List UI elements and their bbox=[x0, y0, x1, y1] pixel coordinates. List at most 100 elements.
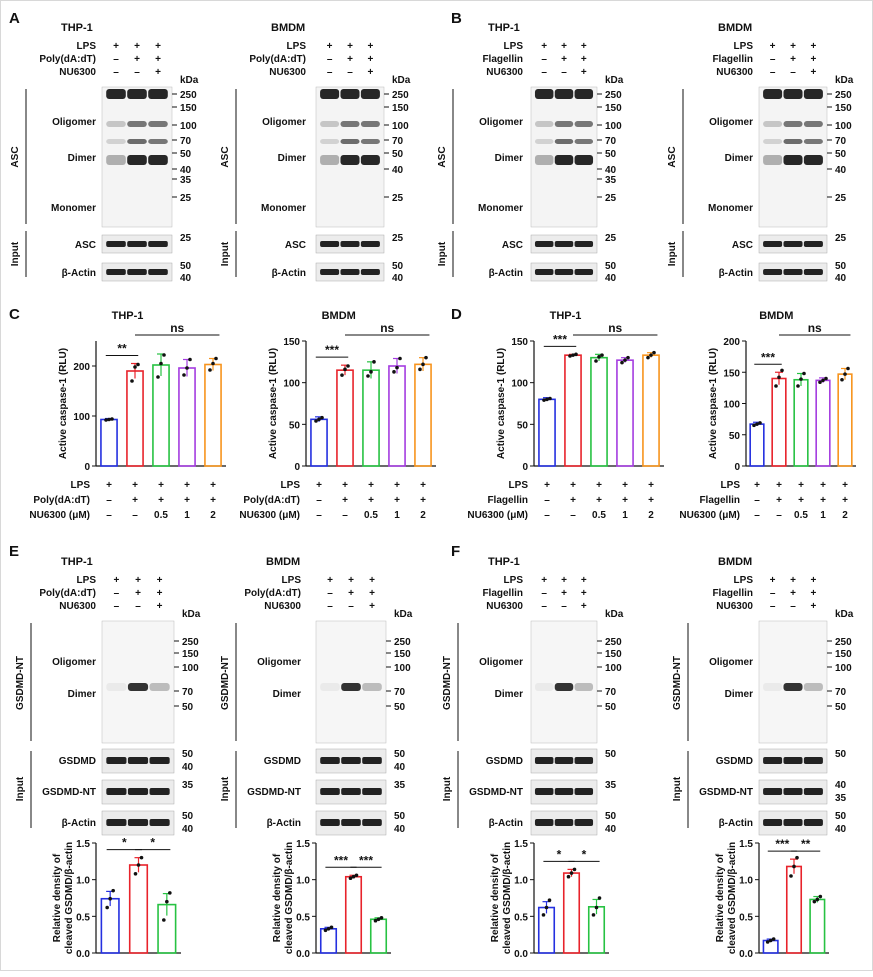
band bbox=[127, 155, 147, 165]
kda-label: kDa bbox=[180, 75, 199, 86]
data-point bbox=[771, 937, 776, 941]
treatment-mark: + bbox=[135, 575, 141, 586]
species-label: Oligomer bbox=[52, 657, 96, 668]
kda-label: kDa bbox=[835, 609, 854, 620]
species-label: Monomer bbox=[51, 203, 96, 214]
treatment-mark: + bbox=[581, 54, 587, 65]
treatment-label: NU6300 (μM) bbox=[239, 510, 300, 521]
data-point bbox=[545, 397, 549, 402]
y-axis-label: Relative density of bbox=[490, 853, 501, 942]
data-point bbox=[568, 354, 572, 358]
band bbox=[362, 757, 382, 764]
y-tick-label: 1.0 bbox=[76, 876, 90, 887]
treatment-mark: + bbox=[570, 495, 576, 506]
data-point bbox=[755, 422, 759, 426]
band bbox=[783, 121, 803, 127]
band bbox=[360, 139, 380, 144]
treatment-mark: + bbox=[157, 575, 163, 586]
kda-tick-label: 50 bbox=[605, 811, 617, 822]
treatment-mark: + bbox=[342, 495, 348, 506]
blot-title: BMDM bbox=[718, 556, 752, 568]
y-axis-label: Active caspase-1 (RLU) bbox=[708, 348, 719, 459]
band bbox=[340, 155, 360, 165]
kda-tick-label: 35 bbox=[182, 780, 194, 791]
kda-tick-label: 40 bbox=[605, 165, 617, 176]
treatment-mark: 2 bbox=[210, 510, 216, 521]
band bbox=[803, 139, 823, 144]
species-label: Dimer bbox=[273, 689, 301, 700]
panel-letter-A: A bbox=[9, 10, 20, 27]
kda-tick-label: 50 bbox=[835, 749, 847, 760]
data-point bbox=[777, 375, 781, 380]
band bbox=[574, 139, 594, 144]
kda-tick-label: 70 bbox=[180, 136, 192, 147]
treatment-mark: + bbox=[596, 495, 602, 506]
band bbox=[148, 139, 168, 144]
band bbox=[763, 241, 783, 247]
kda-tick-label: 35 bbox=[605, 175, 617, 186]
y-tick-label: 1.5 bbox=[76, 839, 90, 850]
treatment-label: Flagellin bbox=[482, 588, 523, 599]
data-point bbox=[369, 370, 373, 374]
input-label: Input bbox=[220, 241, 231, 266]
data-point bbox=[162, 353, 166, 357]
data-point bbox=[348, 876, 353, 880]
bar bbox=[310, 418, 328, 467]
band bbox=[341, 819, 361, 826]
treatment-mark: – bbox=[347, 67, 353, 78]
band bbox=[763, 788, 783, 795]
sig-label: * bbox=[582, 847, 587, 861]
input-row-label: β-Actin bbox=[719, 268, 753, 279]
treatment-mark: + bbox=[327, 575, 333, 586]
blot-E-thp-1: THP-1 LPS + + + Poly(dA:dT) – + + NU6300 – – + kDa 250… bbox=[15, 556, 201, 836]
kda-tick-label: 100 bbox=[180, 121, 197, 132]
y-tick-label: 1.0 bbox=[739, 876, 753, 887]
bar bbox=[793, 378, 809, 467]
kda-tick-label: 50 bbox=[180, 261, 192, 272]
y-tick-label: 1.0 bbox=[296, 876, 310, 887]
band bbox=[341, 788, 361, 795]
species-label: Monomer bbox=[708, 203, 753, 214]
treatment-mark: 2 bbox=[842, 510, 848, 521]
blot-title: THP-1 bbox=[488, 556, 520, 568]
band bbox=[127, 121, 147, 127]
band bbox=[362, 683, 382, 691]
species-label: Dimer bbox=[725, 689, 753, 700]
kda-tick-label: 40 bbox=[392, 273, 404, 284]
data-point bbox=[104, 418, 108, 422]
treatment-mark: + bbox=[184, 480, 190, 491]
data-point bbox=[182, 373, 186, 377]
treatment-mark: – bbox=[327, 67, 333, 78]
treatment-mark: + bbox=[158, 480, 164, 491]
blot-F-bmdm: BMDM LPS + + + Flagellin – + + NU6300 – – + kDa 250150… bbox=[672, 556, 854, 836]
treatment-mark: – bbox=[561, 67, 567, 78]
kda-tick-label: 40 bbox=[835, 780, 847, 791]
data-point bbox=[329, 925, 334, 930]
y-tick-label: 0.5 bbox=[76, 912, 90, 923]
bar bbox=[562, 872, 581, 954]
y-tick-label: 1.5 bbox=[296, 839, 310, 850]
kda-tick-label: 250 bbox=[835, 637, 852, 648]
data-point bbox=[646, 355, 650, 360]
band bbox=[574, 89, 594, 99]
main-axis-label: ASC bbox=[220, 146, 231, 167]
kda-tick-label: 150 bbox=[605, 649, 622, 660]
band bbox=[574, 757, 594, 764]
band bbox=[574, 788, 594, 795]
treatment-mark: – bbox=[770, 54, 776, 65]
treatment-mark: 1 bbox=[394, 510, 400, 521]
bar bbox=[336, 369, 354, 467]
treatment-mark: + bbox=[347, 41, 353, 52]
treatment-mark: + bbox=[544, 480, 550, 491]
data-point bbox=[395, 365, 399, 370]
kda-tick-label: 25 bbox=[605, 193, 617, 204]
species-label: Monomer bbox=[261, 203, 306, 214]
band bbox=[574, 269, 594, 275]
data-point bbox=[320, 415, 324, 420]
main-axis-label: GSDMD-NT bbox=[220, 656, 231, 710]
data-point bbox=[812, 899, 817, 904]
band bbox=[783, 269, 803, 275]
band bbox=[320, 155, 340, 165]
bar bbox=[344, 875, 363, 954]
treatment-mark: + bbox=[776, 495, 782, 506]
